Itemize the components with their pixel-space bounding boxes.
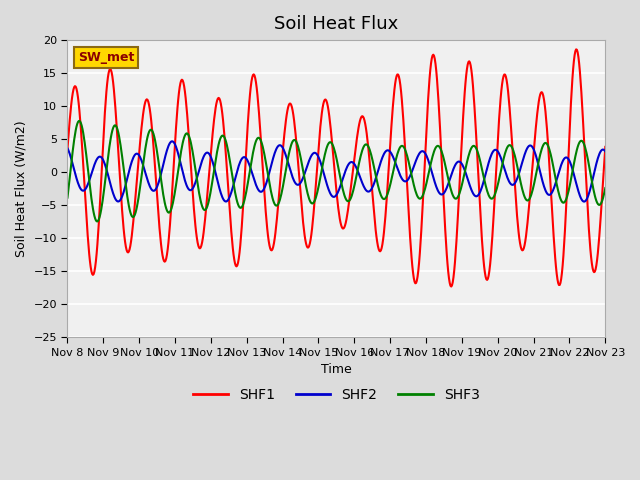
SHF1 bbox=[572, 47, 580, 52]
SHF3 bbox=[185, 132, 193, 138]
SHF1 bbox=[74, 89, 81, 95]
SHF1 bbox=[602, 144, 609, 150]
SHF2 bbox=[63, 145, 71, 151]
SHF2 bbox=[129, 156, 136, 162]
Text: SW_met: SW_met bbox=[78, 51, 134, 64]
SHF1 bbox=[183, 111, 191, 117]
SHF2 bbox=[212, 173, 220, 179]
SHF3 bbox=[403, 153, 411, 158]
SHF3 bbox=[419, 192, 427, 198]
SHF1 bbox=[212, 105, 220, 111]
SHF2 bbox=[168, 138, 176, 144]
SHF3 bbox=[93, 218, 101, 224]
SHF2 bbox=[74, 178, 81, 183]
Line: SHF1: SHF1 bbox=[67, 49, 605, 287]
SHF2 bbox=[403, 178, 410, 184]
Y-axis label: Soil Heat Flux (W/m2): Soil Heat Flux (W/m2) bbox=[15, 120, 28, 257]
Line: SHF2: SHF2 bbox=[67, 141, 605, 202]
SHF3 bbox=[130, 214, 138, 219]
SHF1 bbox=[447, 284, 455, 289]
Line: SHF3: SHF3 bbox=[67, 121, 605, 221]
SHF2 bbox=[418, 148, 426, 154]
SHF3 bbox=[213, 149, 221, 155]
SHF2 bbox=[184, 185, 192, 191]
SHF1 bbox=[402, 155, 410, 160]
SHF3 bbox=[74, 121, 81, 127]
Legend: SHF1, SHF2, SHF3: SHF1, SHF2, SHF3 bbox=[188, 383, 485, 408]
SHF2 bbox=[580, 199, 588, 204]
SHF3 bbox=[602, 185, 609, 191]
SHF2 bbox=[602, 149, 609, 155]
SHF1 bbox=[129, 226, 136, 232]
Title: Soil Heat Flux: Soil Heat Flux bbox=[275, 15, 399, 33]
SHF1 bbox=[417, 228, 425, 233]
SHF1 bbox=[63, 146, 71, 152]
X-axis label: Time: Time bbox=[321, 363, 352, 376]
SHF3 bbox=[63, 195, 71, 201]
SHF3 bbox=[76, 118, 83, 124]
